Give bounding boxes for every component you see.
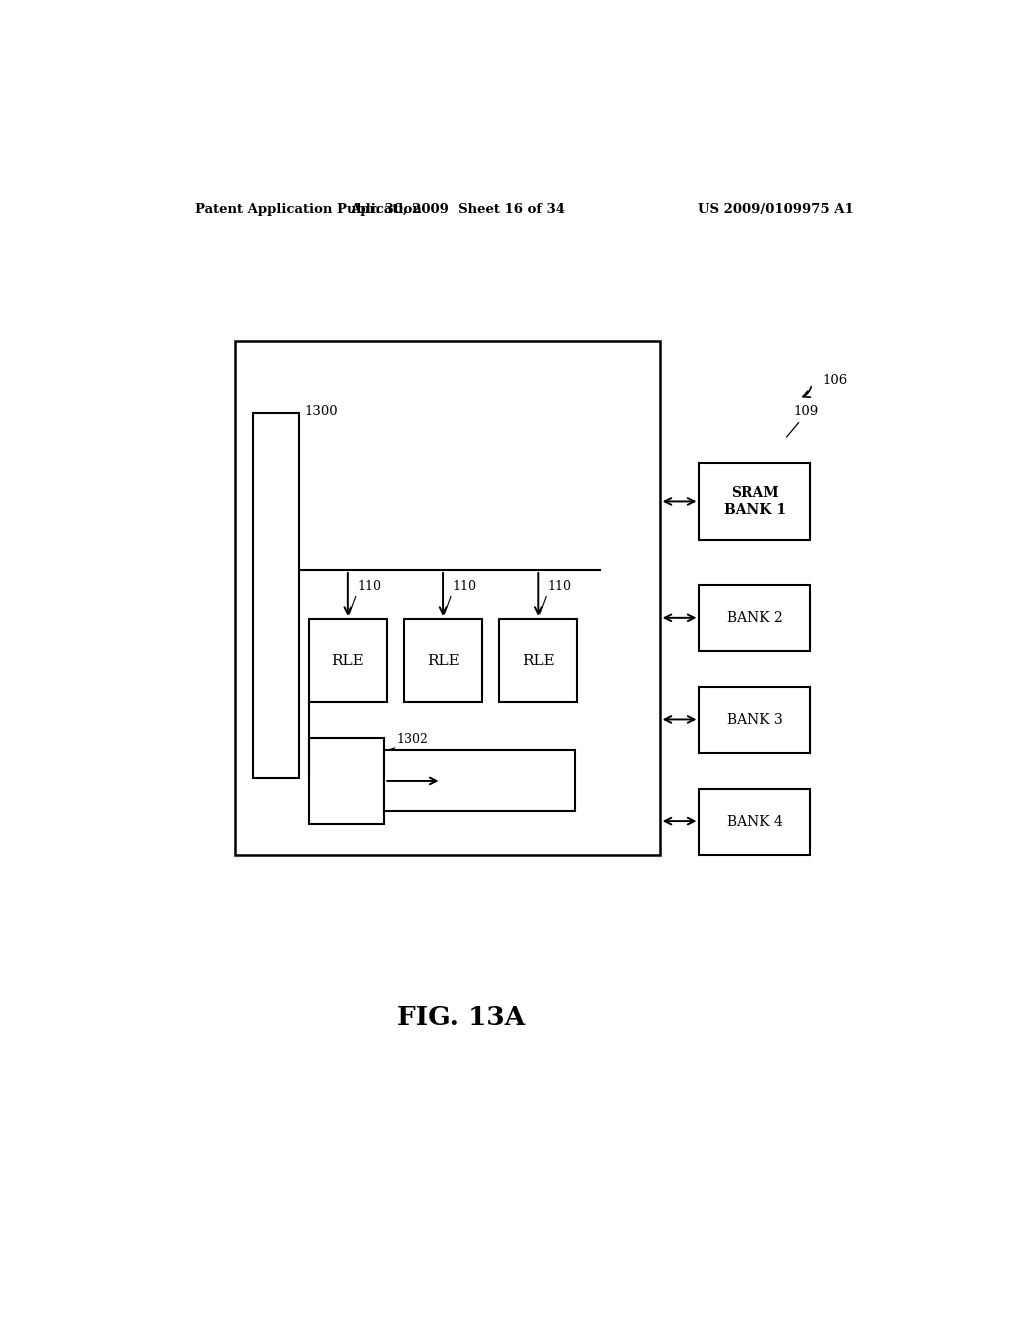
Bar (236, 342, 659, 854)
Text: 110: 110 (453, 581, 476, 594)
Text: 106: 106 (822, 374, 848, 387)
Bar (699, 585, 811, 651)
Text: 1300: 1300 (304, 405, 338, 417)
Text: RLE: RLE (522, 653, 555, 668)
Text: 1302: 1302 (396, 733, 428, 746)
Bar (309, 619, 387, 702)
Bar (699, 463, 811, 540)
Text: 110: 110 (357, 581, 381, 594)
Text: BANK 2: BANK 2 (727, 611, 782, 626)
Text: BANK 3: BANK 3 (727, 713, 782, 727)
Bar (699, 788, 811, 854)
Text: Patent Application Publication: Patent Application Publication (196, 203, 422, 216)
Text: 110: 110 (548, 581, 571, 594)
Bar (404, 619, 482, 702)
Bar (699, 686, 811, 752)
Text: BANK 4: BANK 4 (727, 814, 783, 829)
Text: FIG. 13A: FIG. 13A (397, 1005, 525, 1030)
Text: 109: 109 (793, 405, 818, 417)
Text: Apr. 30, 2009  Sheet 16 of 34: Apr. 30, 2009 Sheet 16 of 34 (350, 203, 565, 216)
Bar (384, 750, 574, 810)
Text: RLE: RLE (427, 653, 460, 668)
Bar (500, 619, 578, 702)
Bar (309, 738, 384, 824)
Text: RLE: RLE (332, 653, 365, 668)
Text: US 2009/0109975 A1: US 2009/0109975 A1 (698, 203, 854, 216)
Bar (253, 412, 299, 779)
Text: SRAM
BANK 1: SRAM BANK 1 (724, 486, 786, 516)
